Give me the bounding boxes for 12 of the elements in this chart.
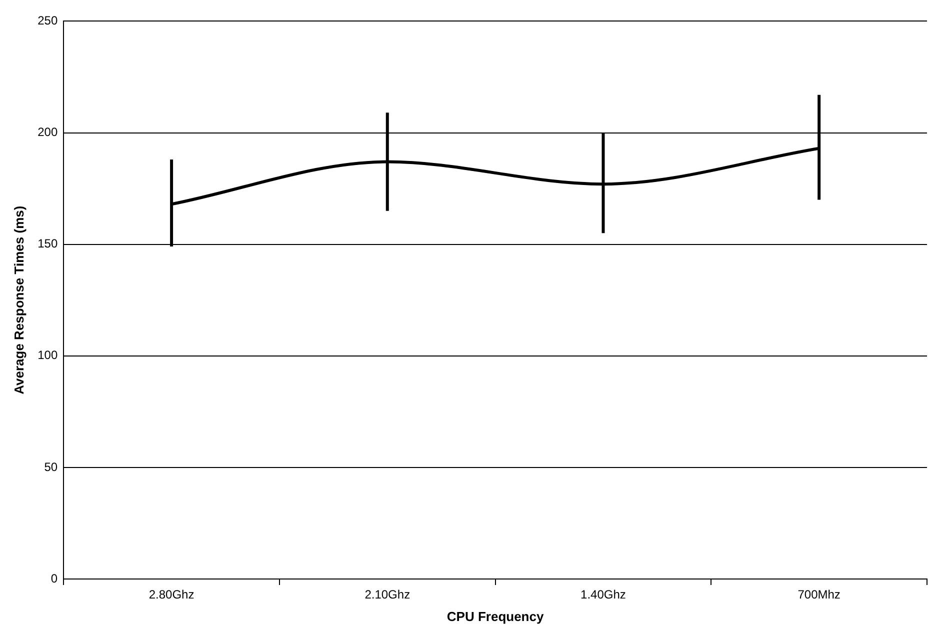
y-tick-label: 50 bbox=[44, 460, 58, 474]
x-tick-label: 1.40Ghz bbox=[580, 588, 626, 602]
x-tick-label: 2.80Ghz bbox=[148, 588, 194, 602]
x-tick-label: 2.10Ghz bbox=[364, 588, 410, 602]
x-axis-title: CPU Frequency bbox=[446, 608, 544, 624]
y-tick-label: 150 bbox=[38, 236, 58, 251]
y-axis-title: Average Response Times (ms) bbox=[11, 206, 26, 394]
y-tick-label: 250 bbox=[38, 14, 58, 28]
y-tick-label: 200 bbox=[38, 125, 58, 140]
y-tick-label: 100 bbox=[38, 348, 58, 362]
x-tick-label: 700Mhz bbox=[798, 588, 840, 602]
y-tick-label: 0 bbox=[50, 571, 58, 586]
